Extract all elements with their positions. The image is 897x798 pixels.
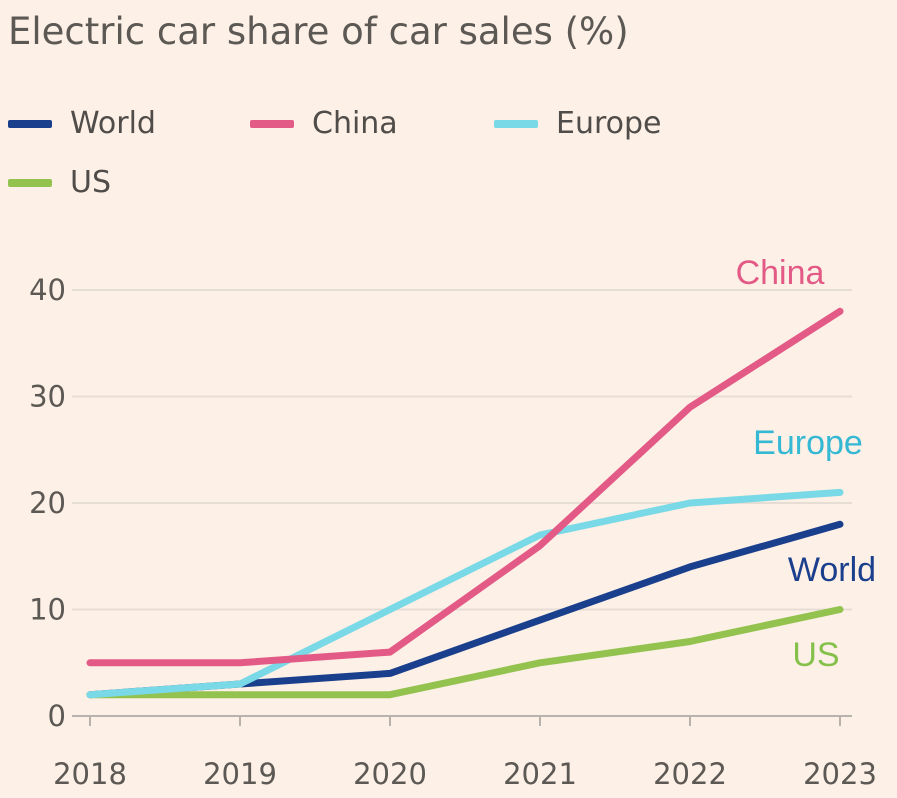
series-end-label-us: US: [792, 636, 839, 674]
x-tick-label-2018: 2018: [53, 757, 127, 791]
legend-swatch-world: [8, 119, 52, 128]
x-tick-label-2019: 2019: [203, 757, 277, 791]
y-tick-label-40: 40: [29, 273, 66, 307]
x-tick-label-2023: 2023: [803, 757, 877, 791]
y-tick-label-0: 0: [48, 699, 66, 733]
legend-item-china: China: [250, 106, 398, 141]
series-end-label-world: World: [788, 551, 876, 589]
x-tick-label-2022: 2022: [653, 757, 727, 791]
series-line-us: [86, 606, 844, 699]
legend-label-china: China: [312, 106, 398, 141]
legend-item-us: US: [8, 165, 111, 200]
legend-label-europe: Europe: [556, 106, 662, 141]
legend-swatch-us: [8, 178, 52, 187]
series-line-china: [86, 307, 844, 667]
legend-swatch-europe: [494, 119, 538, 128]
y-tick-label-30: 30: [29, 380, 66, 414]
y-tick-label-10: 10: [29, 593, 66, 627]
legend-label-world: World: [70, 106, 156, 141]
legend-label-us: US: [70, 165, 112, 200]
legend-item-europe: Europe: [494, 106, 662, 141]
x-tick-label-2021: 2021: [503, 757, 577, 791]
y-tick-label-20: 20: [29, 486, 66, 520]
series-end-label-china: China: [736, 254, 825, 292]
chart-title: Electric car share of car sales (%): [8, 10, 629, 53]
legend-item-world: World: [8, 106, 156, 141]
series-end-label-europe: Europe: [753, 424, 863, 462]
legend-swatch-china: [250, 119, 294, 128]
series-line-europe: [86, 488, 844, 699]
x-tick-label-2020: 2020: [353, 757, 427, 791]
